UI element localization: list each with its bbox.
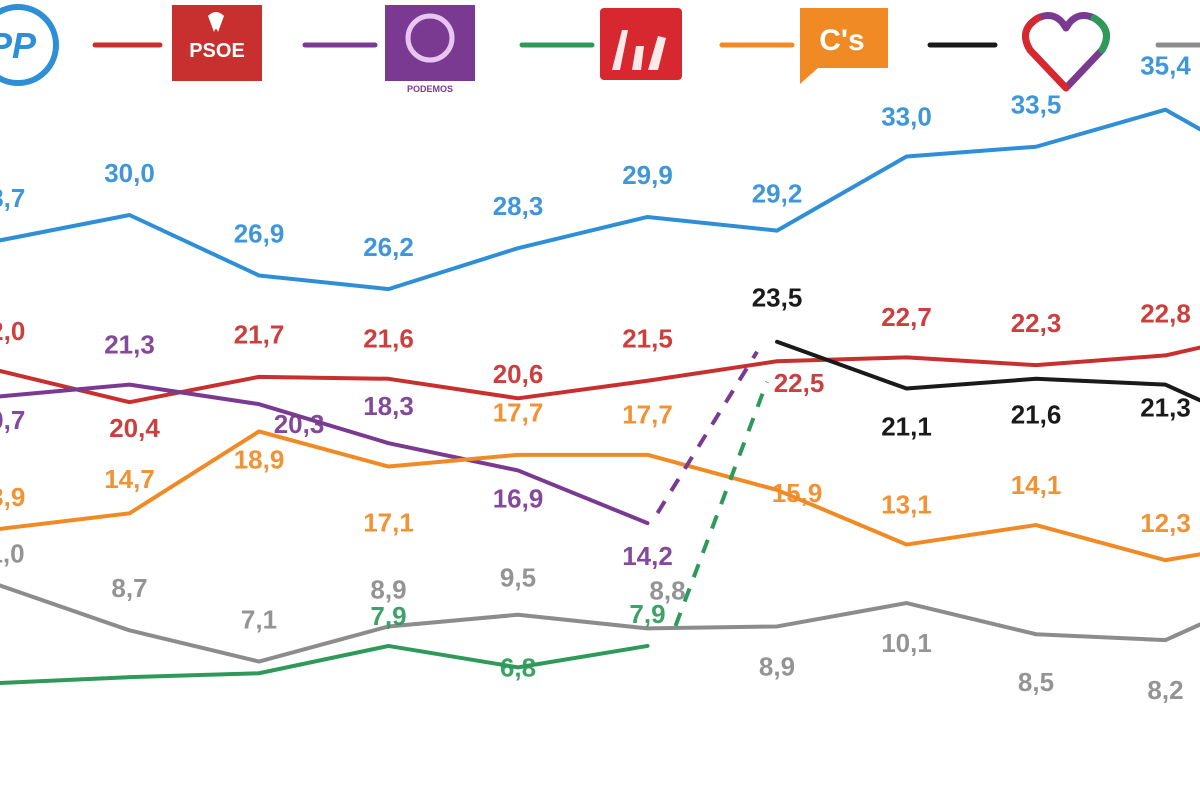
pp-logo-text: PP bbox=[0, 25, 37, 66]
series-line-otros bbox=[0, 583, 1200, 664]
data-label-pp: 33,0 bbox=[881, 101, 932, 131]
data-label-cs: 17,1 bbox=[363, 507, 414, 537]
data-label-unidos: 21,3 bbox=[1140, 393, 1191, 423]
data-label-pp: 26,2 bbox=[363, 232, 414, 262]
data-label-psoe: 22,7 bbox=[881, 302, 932, 332]
data-label-otros: 8,9 bbox=[370, 574, 406, 604]
data-label-psoe: 22,3 bbox=[1011, 308, 1062, 338]
data-label-psoe: 22,5 bbox=[774, 368, 825, 398]
iu-logo bbox=[600, 8, 682, 80]
series-lines bbox=[0, 107, 1200, 685]
cs-logo-text: C's bbox=[819, 24, 864, 57]
heart-logo bbox=[1022, 12, 1110, 92]
data-label-otros: 8,2 bbox=[1147, 675, 1183, 705]
cs-logo: C's bbox=[800, 8, 888, 84]
data-label-otros: 7,1 bbox=[241, 604, 277, 634]
data-label-psoe: 21,6 bbox=[363, 324, 414, 354]
series-line-pp bbox=[0, 107, 1200, 292]
iu-merge-connector bbox=[673, 381, 769, 627]
data-labels: 28,7 30,0 26,9 26,2 28,3 29,9 29,2 33,0 33,5 35,4… bbox=[0, 51, 1191, 705]
data-label-unidos: 21,1 bbox=[881, 411, 932, 441]
data-label-otros: 8,5 bbox=[1018, 667, 1054, 697]
data-label-pp: 29,9 bbox=[622, 160, 673, 190]
data-label-iu: 7,9 bbox=[629, 599, 665, 629]
series-line-cs bbox=[0, 429, 1200, 563]
data-label-psoe: 20,6 bbox=[493, 359, 544, 389]
data-label-otros: 9,5 bbox=[500, 563, 536, 593]
data-label-psoe: 22,0 bbox=[0, 316, 25, 346]
data-label-psoe: 22,8 bbox=[1140, 298, 1191, 328]
data-label-podemos: 16,9 bbox=[493, 483, 544, 513]
data-label-podemos: 14,2 bbox=[622, 541, 673, 571]
data-label-iu: 7,9 bbox=[370, 601, 406, 631]
psoe-logo-text: PSOE bbox=[189, 40, 245, 62]
data-label-psoe: 21,7 bbox=[234, 320, 285, 350]
data-label-podemos: 20,3 bbox=[274, 409, 325, 439]
data-label-otros: 8,9 bbox=[759, 651, 795, 681]
data-label-cs: 15,9 bbox=[772, 478, 823, 508]
data-label-otros: 8,7 bbox=[111, 573, 147, 603]
data-label-cs: 17,7 bbox=[493, 398, 544, 428]
series-line-unidos bbox=[775, 339, 1200, 403]
data-label-pp: 29,2 bbox=[752, 178, 803, 208]
data-label-cs: 14,7 bbox=[104, 464, 155, 494]
data-label-podemos: 20,7 bbox=[0, 405, 25, 435]
data-label-cs: 13,1 bbox=[881, 489, 932, 519]
data-label-pp: 28,3 bbox=[493, 191, 544, 221]
data-label-podemos: 21,3 bbox=[104, 330, 155, 360]
podemos-merge-connector bbox=[655, 350, 759, 515]
series-line-podemos bbox=[0, 382, 650, 526]
podemos-logo-text: PODEMOS bbox=[407, 84, 453, 94]
data-label-cs: 12,3 bbox=[1140, 508, 1191, 538]
data-label-otros: 8,8 bbox=[649, 575, 685, 605]
data-label-psoe: 20,4 bbox=[109, 413, 160, 443]
data-label-unidos: 21,6 bbox=[1011, 400, 1062, 430]
data-label-unidos: 23,5 bbox=[752, 283, 803, 313]
data-label-pp: 30,0 bbox=[104, 158, 155, 188]
data-label-pp: 28,7 bbox=[0, 183, 25, 213]
data-label-cs: 17,7 bbox=[622, 400, 673, 430]
podemos-logo: PODEMOS bbox=[385, 5, 475, 94]
psoe-logo: PSOE bbox=[172, 5, 262, 81]
data-label-cs: 13,9 bbox=[0, 482, 25, 512]
data-label-psoe: 21,5 bbox=[622, 324, 673, 354]
data-label-pp: 33,5 bbox=[1011, 90, 1062, 120]
data-label-pp: 35,4 bbox=[1140, 51, 1191, 81]
data-label-pp: 26,9 bbox=[234, 218, 285, 248]
data-label-otros: 10,1 bbox=[881, 628, 932, 658]
series-line-psoe bbox=[0, 345, 1200, 405]
data-label-otros: 11,0 bbox=[0, 538, 25, 568]
pp-logo: PP bbox=[0, 4, 59, 86]
data-label-cs: 14,1 bbox=[1011, 470, 1062, 500]
series-line-iu bbox=[0, 643, 650, 685]
legend: PP PSOE PODEMOS C's bbox=[0, 4, 1200, 94]
data-label-cs: 18,9 bbox=[234, 444, 285, 474]
data-label-iu: 6,8 bbox=[500, 652, 536, 682]
data-label-podemos: 18,3 bbox=[363, 391, 414, 421]
